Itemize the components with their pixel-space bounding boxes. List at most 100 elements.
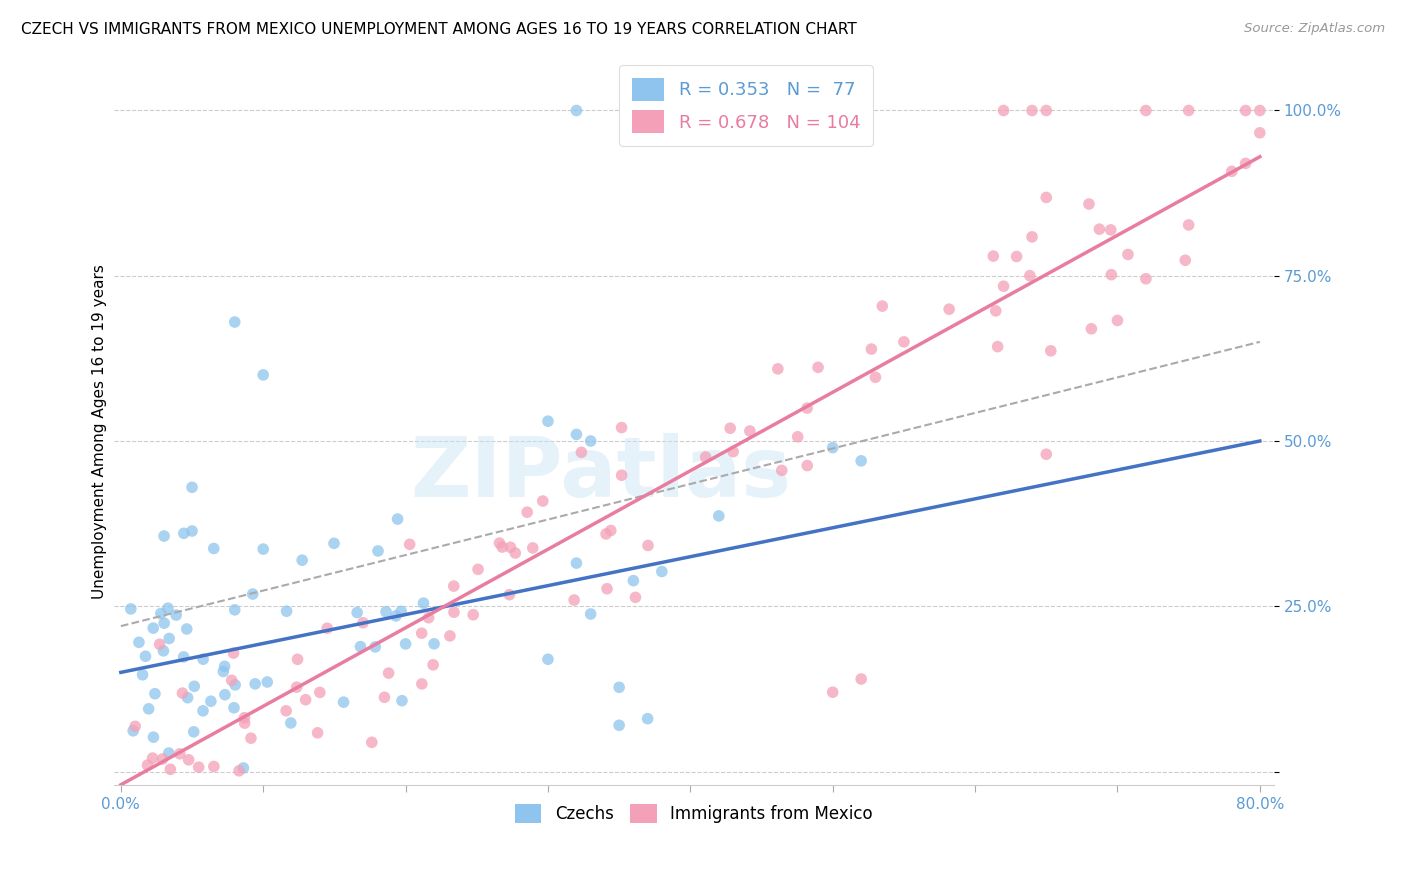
Point: [522, 541, 544, 555]
Point: [187, 760, 209, 774]
Point: [412, 596, 434, 610]
Point: [607, 718, 630, 732]
Point: [443, 579, 465, 593]
Point: [624, 591, 647, 605]
Point: [157, 746, 180, 760]
Point: [224, 315, 246, 329]
Point: [276, 604, 298, 618]
Point: [153, 616, 176, 631]
Point: [1135, 272, 1157, 286]
Point: [499, 541, 522, 555]
Point: [323, 536, 346, 550]
Point: [565, 556, 588, 570]
Point: [142, 621, 165, 635]
Point: [821, 441, 844, 455]
Point: [531, 494, 554, 508]
Point: [718, 421, 741, 435]
Point: [1088, 222, 1111, 236]
Point: [294, 692, 316, 706]
Point: [1116, 247, 1139, 261]
Text: ZIPatlas: ZIPatlas: [411, 433, 792, 514]
Point: [377, 666, 399, 681]
Point: [252, 542, 274, 557]
Point: [191, 652, 214, 666]
Point: [360, 735, 382, 749]
Point: [1177, 103, 1199, 118]
Point: [224, 678, 246, 692]
Point: [291, 553, 314, 567]
Point: [124, 719, 146, 733]
Point: [993, 103, 1015, 118]
Point: [579, 434, 602, 448]
Point: [239, 731, 262, 746]
Point: [610, 420, 633, 434]
Point: [786, 430, 808, 444]
Point: [423, 637, 446, 651]
Point: [173, 649, 195, 664]
Point: [202, 541, 225, 556]
Point: [1021, 230, 1043, 244]
Point: [516, 505, 538, 519]
Point: [860, 342, 883, 356]
Point: [243, 677, 266, 691]
Point: [222, 700, 245, 714]
Point: [332, 695, 354, 709]
Point: [411, 677, 433, 691]
Point: [120, 602, 142, 616]
Point: [1099, 268, 1122, 282]
Point: [316, 621, 339, 635]
Point: [183, 679, 205, 693]
Point: [177, 753, 200, 767]
Point: [167, 847, 190, 861]
Point: [157, 632, 180, 646]
Point: [893, 334, 915, 349]
Point: [134, 649, 156, 664]
Point: [287, 652, 309, 666]
Point: [367, 544, 389, 558]
Text: Source: ZipAtlas.com: Source: ZipAtlas.com: [1244, 22, 1385, 36]
Point: [796, 458, 818, 473]
Point: [463, 607, 485, 622]
Point: [387, 512, 409, 526]
Point: [796, 401, 818, 416]
Point: [143, 687, 166, 701]
Point: [418, 610, 440, 624]
Point: [256, 675, 278, 690]
Point: [411, 626, 433, 640]
Point: [308, 685, 330, 699]
Point: [565, 103, 588, 118]
Point: [152, 644, 174, 658]
Point: [1039, 343, 1062, 358]
Point: [165, 608, 187, 623]
Point: [228, 764, 250, 778]
Point: [364, 640, 387, 654]
Point: [373, 690, 395, 705]
Point: [1080, 322, 1102, 336]
Point: [766, 362, 789, 376]
Point: [503, 546, 526, 560]
Point: [285, 680, 308, 694]
Point: [176, 622, 198, 636]
Point: [1035, 103, 1057, 118]
Point: [579, 607, 602, 621]
Point: [149, 607, 172, 621]
Point: [872, 299, 894, 313]
Point: [770, 463, 793, 477]
Point: [1021, 103, 1043, 118]
Point: [169, 747, 191, 761]
Point: [224, 603, 246, 617]
Point: [122, 723, 145, 738]
Point: [181, 480, 204, 494]
Point: [200, 694, 222, 708]
Point: [142, 751, 165, 765]
Point: [738, 424, 761, 438]
Point: [443, 605, 465, 619]
Text: CZECH VS IMMIGRANTS FROM MEXICO UNEMPLOYMENT AMONG AGES 16 TO 19 YEARS CORRELATI: CZECH VS IMMIGRANTS FROM MEXICO UNEMPLOY…: [21, 22, 856, 37]
Point: [571, 445, 593, 459]
Point: [1018, 268, 1040, 283]
Point: [252, 368, 274, 382]
Point: [398, 537, 420, 551]
Point: [375, 605, 398, 619]
Point: [1107, 313, 1129, 327]
Point: [1234, 156, 1257, 170]
